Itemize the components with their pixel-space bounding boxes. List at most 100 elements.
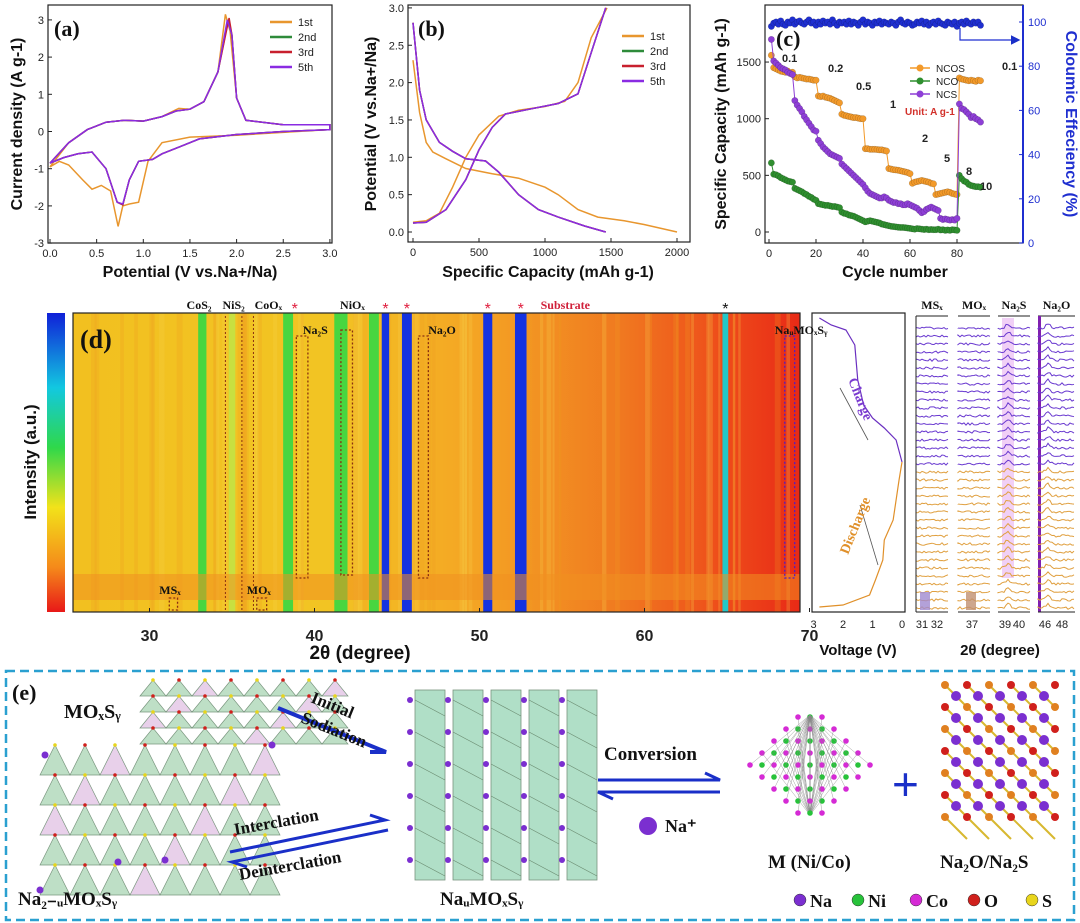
layered-structure-atom (233, 773, 237, 777)
na-atom (445, 825, 451, 831)
voltage-axis-label: Voltage (V) (819, 642, 896, 659)
data-point-NCO (768, 160, 774, 166)
na-atom (445, 793, 451, 799)
xrd-pattern-line (958, 559, 990, 561)
discharge-curve-5th (413, 23, 606, 232)
na-atom (445, 697, 451, 703)
data-point-NCS (813, 128, 819, 134)
layered-structure-octahedron (70, 775, 100, 805)
nazmoxsy-column (529, 690, 559, 880)
moxsy-octahedron (140, 696, 166, 712)
layered-structure-atom (203, 773, 207, 777)
xrd-pattern-line (958, 511, 990, 513)
na-atom (483, 825, 489, 831)
peak-highlight (966, 592, 976, 610)
xrd-pattern-line (1038, 347, 1074, 353)
na-atom (559, 761, 565, 767)
panel-c: (c) 0 20 40 60 80050010001500020406080100 Cy… (713, 5, 1079, 281)
na-atom (1017, 735, 1027, 745)
heatmap-texture-stripe (775, 313, 781, 612)
metal-atom (831, 762, 837, 768)
xrd-pattern-line (1038, 516, 1074, 521)
xrd-pattern-line (1038, 483, 1074, 489)
x-tick-label: 60 (636, 628, 654, 645)
na-atom (483, 761, 489, 767)
heatmap-texture-stripe (177, 313, 183, 612)
xrd-pattern-line (958, 543, 990, 545)
na-ion-label: Na⁺ (665, 816, 697, 836)
moxsy-atom (307, 694, 311, 698)
xrd-pattern-line (1038, 395, 1074, 401)
legend-atom-label: Na (810, 891, 832, 911)
heatmap-texture-stripe (301, 313, 304, 612)
xrd-pattern-line (1038, 540, 1074, 545)
discharge-curve (819, 462, 902, 607)
y-tick-label: 1500 (737, 57, 761, 69)
x-tick-label: 3.0 (322, 248, 337, 260)
heatmap-texture-stripe (95, 313, 100, 612)
layered-structure-atom (53, 743, 57, 747)
o-s-atom (985, 747, 993, 755)
metal-bond (810, 753, 846, 815)
voltage-tick-label: 0 (899, 619, 905, 631)
legend-atom-s-icon (1026, 894, 1038, 906)
layered-structure-octahedron (190, 865, 220, 895)
o-s-atom (1051, 769, 1059, 777)
panel-label: (e) (12, 680, 36, 705)
na2s-bond (945, 817, 967, 839)
metal-atom (771, 738, 777, 744)
y-tick-label: 3 (38, 15, 44, 27)
layered-structure-atom (233, 803, 237, 807)
y-tick-label: 2.5 (389, 40, 404, 52)
cv-curve-1st (50, 14, 330, 226)
na-atom (407, 857, 413, 863)
na-atom (995, 757, 1005, 767)
top-label: CoOₓ (255, 298, 283, 312)
peak-label: Na₂O (428, 323, 456, 337)
x-tick-label: 2000 (665, 247, 689, 259)
metal-atom (843, 750, 849, 756)
metal-atom (747, 762, 753, 768)
o-s-atom (1051, 791, 1059, 799)
data-point-NCS (789, 71, 795, 77)
heatmap-texture-stripe (469, 313, 473, 612)
xrd-pattern-line (916, 383, 948, 384)
xrd-pattern-line (1038, 533, 1074, 537)
na-atom (115, 859, 122, 866)
o-s-atom (1029, 813, 1037, 821)
xrd-pattern-line (916, 447, 948, 449)
legend-label: 3rd (298, 47, 314, 59)
peak-stripe (198, 313, 206, 612)
xrd-pattern-line (958, 479, 990, 481)
metal-atom (831, 738, 837, 744)
xrd-pattern-line (916, 455, 948, 457)
metal-atom (843, 738, 849, 744)
moxsy-atom (177, 710, 181, 714)
na-atom (1039, 691, 1049, 701)
heatmap-texture-stripe (547, 313, 552, 612)
heatmap-texture-stripe (540, 313, 543, 612)
substrate-star-icon: * (404, 301, 410, 318)
xrd-pattern-line (1038, 412, 1074, 417)
o-s-atom (1007, 703, 1015, 711)
x-axis-label: Cycle number (842, 264, 948, 281)
moxsy-octahedron (166, 712, 192, 728)
layered-structure-atom (53, 863, 57, 867)
top-label: CoS₂ (187, 298, 212, 312)
xrd-pattern-line (916, 471, 948, 473)
na-atom (1039, 757, 1049, 767)
xrd-pattern-line (1038, 564, 1074, 569)
y-tick-label: 500 (743, 170, 761, 182)
o-s-atom (985, 681, 993, 689)
xrd-pattern-line (958, 328, 990, 330)
xrd-pattern-line (1038, 420, 1074, 425)
substrate-star-icon: * (518, 301, 524, 318)
layered-structure-atom (203, 743, 207, 747)
layered-structure-octahedron (220, 745, 250, 775)
heatmap-texture-stripe (602, 313, 606, 612)
xrd-pattern-line (958, 551, 990, 553)
layered-structure-octahedron (130, 865, 160, 895)
layered-structure-octahedron (160, 745, 190, 775)
axis-ticks: 0 500 1000 1500 20000.00.51.01.52.02.53.0 (389, 3, 690, 259)
layered-structure-atom (143, 833, 147, 837)
